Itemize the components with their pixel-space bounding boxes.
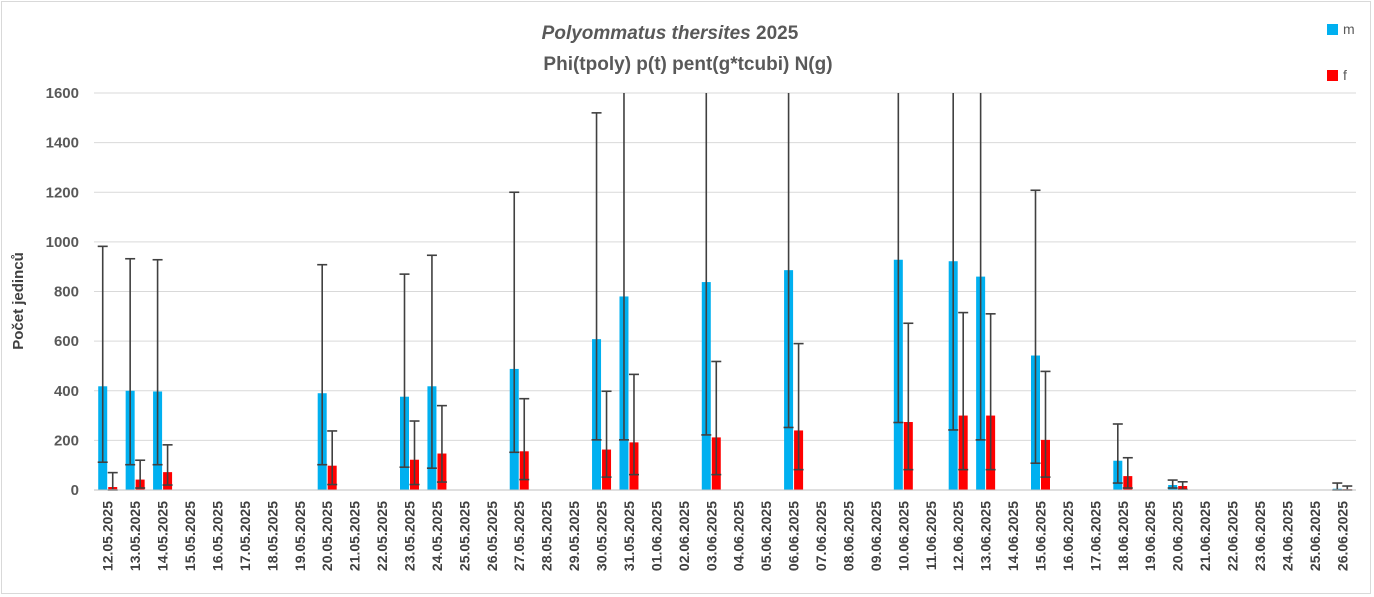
x-tick-label: 27.05.2025 (511, 501, 527, 571)
legend: m f (1327, 21, 1355, 83)
bars (98, 259, 1352, 490)
x-tick-label: 13.06.2025 (978, 501, 994, 571)
x-tick-label: 18.06.2025 (1115, 501, 1131, 571)
y-tick-label: 200 (54, 432, 79, 449)
x-tick-label: 25.06.2025 (1307, 501, 1323, 571)
y-tick-label: 1000 (46, 234, 79, 251)
x-tick-label: 30.05.2025 (594, 501, 610, 571)
x-tick-label: 19.05.2025 (292, 501, 308, 571)
x-tick-label: 22.05.2025 (374, 501, 390, 571)
x-tick-label: 24.06.2025 (1279, 501, 1295, 571)
legend-swatch-f (1327, 70, 1338, 81)
y-tick-label: 1600 (46, 85, 79, 102)
x-tick-label: 19.06.2025 (1142, 501, 1158, 571)
title-year: 2025 (756, 23, 799, 44)
x-tick-label: 09.06.2025 (868, 501, 884, 571)
x-tick-label: 15.06.2025 (1033, 501, 1049, 571)
x-tick-label: 23.06.2025 (1252, 501, 1268, 571)
x-tick-label: 01.06.2025 (648, 501, 664, 571)
y-tick-label: 0 (71, 482, 79, 499)
title-species: Polyommatus thersites (542, 23, 751, 44)
x-tick-label: 20.06.2025 (1170, 501, 1186, 571)
x-tick-label: 14.06.2025 (1005, 501, 1021, 571)
gridlines (94, 92, 1356, 441)
x-tick-label: 24.05.2025 (429, 501, 445, 571)
chart-title: Polyommatus thersites 2025 (542, 23, 799, 44)
x-tick-label: 04.06.2025 (731, 501, 747, 571)
x-tick-label: 03.06.2025 (703, 501, 719, 571)
x-tick-label: 17.05.2025 (237, 501, 253, 571)
x-tick-label: 22.06.2025 (1225, 501, 1241, 571)
x-tick-label: 29.05.2025 (566, 501, 582, 571)
x-tick-label: 21.06.2025 (1197, 501, 1213, 571)
x-tick-label: 20.05.2025 (319, 501, 335, 571)
y-tick-label: 600 (54, 333, 79, 350)
y-tick-label: 1200 (46, 184, 79, 201)
y-axis-label: Počet jedinců (10, 252, 27, 350)
x-tick-label: 13.05.2025 (127, 501, 143, 571)
x-tick-label: 11.06.2025 (923, 501, 939, 571)
legend-label-m: m (1343, 21, 1355, 37)
chart-subtitle: Phi(tpoly) p(t) pent(g*tcubi) N(g) (543, 54, 832, 75)
legend-swatch-m (1327, 24, 1338, 35)
x-tick-label: 17.06.2025 (1087, 501, 1103, 571)
y-tick-label: 400 (54, 383, 79, 400)
x-tick-label: 16.06.2025 (1060, 501, 1076, 571)
x-tick-label: 07.06.2025 (813, 501, 829, 571)
x-tick-label: 08.06.2025 (840, 501, 856, 571)
x-tick-labels: 12.05.2025 13.05.2025 14.05.2025 15.05.2025… (100, 501, 1351, 571)
x-tick-label: 21.05.2025 (347, 501, 363, 571)
x-tick-label: 15.05.2025 (182, 501, 198, 571)
x-tick-label: 16.05.2025 (209, 501, 225, 571)
x-tick-label: 06.06.2025 (786, 501, 802, 571)
x-tick-label: 14.05.2025 (155, 501, 171, 571)
x-tick-label: 12.06.2025 (950, 501, 966, 571)
x-tick-label: 23.05.2025 (402, 501, 418, 571)
x-tick-label: 02.06.2025 (676, 501, 692, 571)
x-tick-label: 31.05.2025 (621, 501, 637, 571)
x-tick-label: 26.06.2025 (1334, 501, 1350, 571)
y-tick-labels: 0 200 400 600 800 1000 1200 1400 1600 (46, 85, 79, 499)
x-tick-label: 25.05.2025 (456, 501, 472, 571)
x-tick-label: 28.05.2025 (539, 501, 555, 571)
y-tick-label: 1400 (46, 135, 79, 152)
x-tick-label: 05.06.2025 (758, 501, 774, 571)
x-tick-label: 10.06.2025 (895, 501, 911, 571)
x-tick-label: 12.05.2025 (100, 501, 116, 571)
x-tick-label: 26.05.2025 (484, 501, 500, 571)
legend-label-f: f (1343, 67, 1347, 83)
x-tick-label: 18.05.2025 (264, 501, 280, 571)
y-tick-label: 800 (54, 284, 79, 301)
